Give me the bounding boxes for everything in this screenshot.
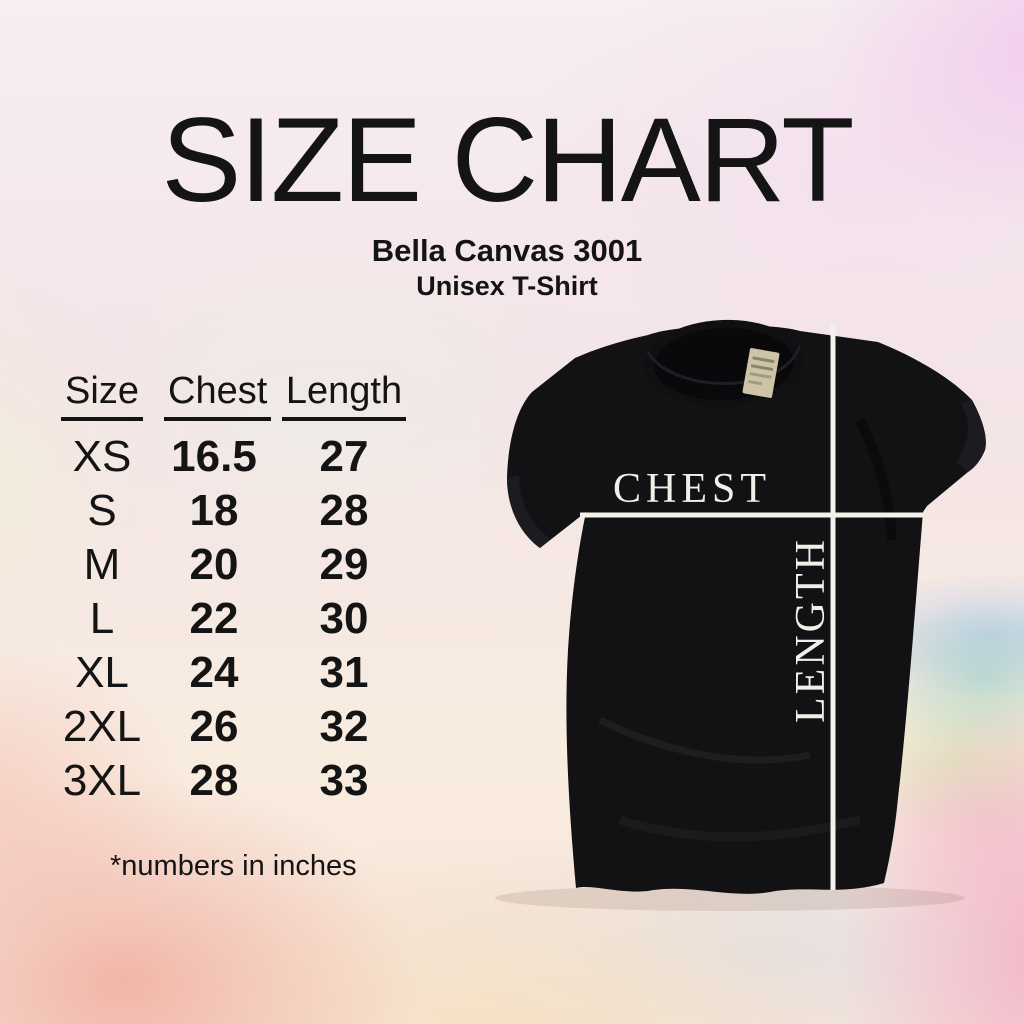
length-cell: 32 bbox=[319, 702, 369, 751]
chest-cell: 24 bbox=[189, 648, 239, 697]
size-cell: M bbox=[83, 540, 121, 589]
size-table: Size Chest Length XS 16.5 27 S 18 28 M 2… bbox=[40, 368, 464, 808]
wrinkle-highlight bbox=[598, 716, 811, 764]
chest-cell: 28 bbox=[189, 756, 239, 805]
column-header-length: Length bbox=[264, 368, 424, 430]
shirt-shadow bbox=[495, 885, 965, 911]
collar-rim bbox=[646, 345, 802, 385]
chest-cell: 18 bbox=[189, 486, 239, 535]
chest-cell: 26 bbox=[189, 702, 239, 751]
brand-subtitle: Bella Canvas 3001 bbox=[371, 233, 643, 268]
right-sleeve-cuff bbox=[956, 400, 986, 472]
chest-cell: 22 bbox=[189, 594, 239, 643]
size-cell: L bbox=[89, 594, 115, 643]
length-cell: 29 bbox=[319, 540, 369, 589]
size-cell: XS bbox=[72, 432, 132, 481]
size-cell: 3XL bbox=[62, 756, 142, 805]
length-label: LENGTH bbox=[788, 537, 834, 723]
tshirt-body bbox=[507, 325, 986, 894]
chest-cell: 16.5 bbox=[171, 432, 257, 481]
wrinkle-shadow bbox=[855, 417, 897, 541]
length-cell: 33 bbox=[319, 756, 369, 805]
column-header-size: Size bbox=[40, 368, 164, 430]
units-footnote: *numbers in inches bbox=[110, 850, 357, 882]
neck-tag bbox=[742, 348, 780, 398]
page-title: SIZE CHART bbox=[161, 93, 854, 227]
length-cell: 31 bbox=[319, 648, 369, 697]
chest-label: CHEST bbox=[613, 466, 771, 512]
chest-cell: 20 bbox=[189, 540, 239, 589]
left-sleeve-cuff bbox=[507, 475, 551, 548]
tshirt-illustration: CHEST LENGTH bbox=[480, 300, 1020, 920]
length-cell: 30 bbox=[319, 594, 369, 643]
length-cell: 27 bbox=[319, 432, 369, 481]
column-header-chest: Chest bbox=[164, 368, 272, 430]
size-cell: S bbox=[87, 486, 117, 535]
wrinkle-highlight bbox=[618, 815, 862, 842]
size-cell: 2XL bbox=[62, 702, 142, 751]
product-subtitle: Unisex T-Shirt bbox=[416, 271, 598, 301]
size-cell: XL bbox=[75, 648, 129, 697]
length-cell: 28 bbox=[319, 486, 369, 535]
